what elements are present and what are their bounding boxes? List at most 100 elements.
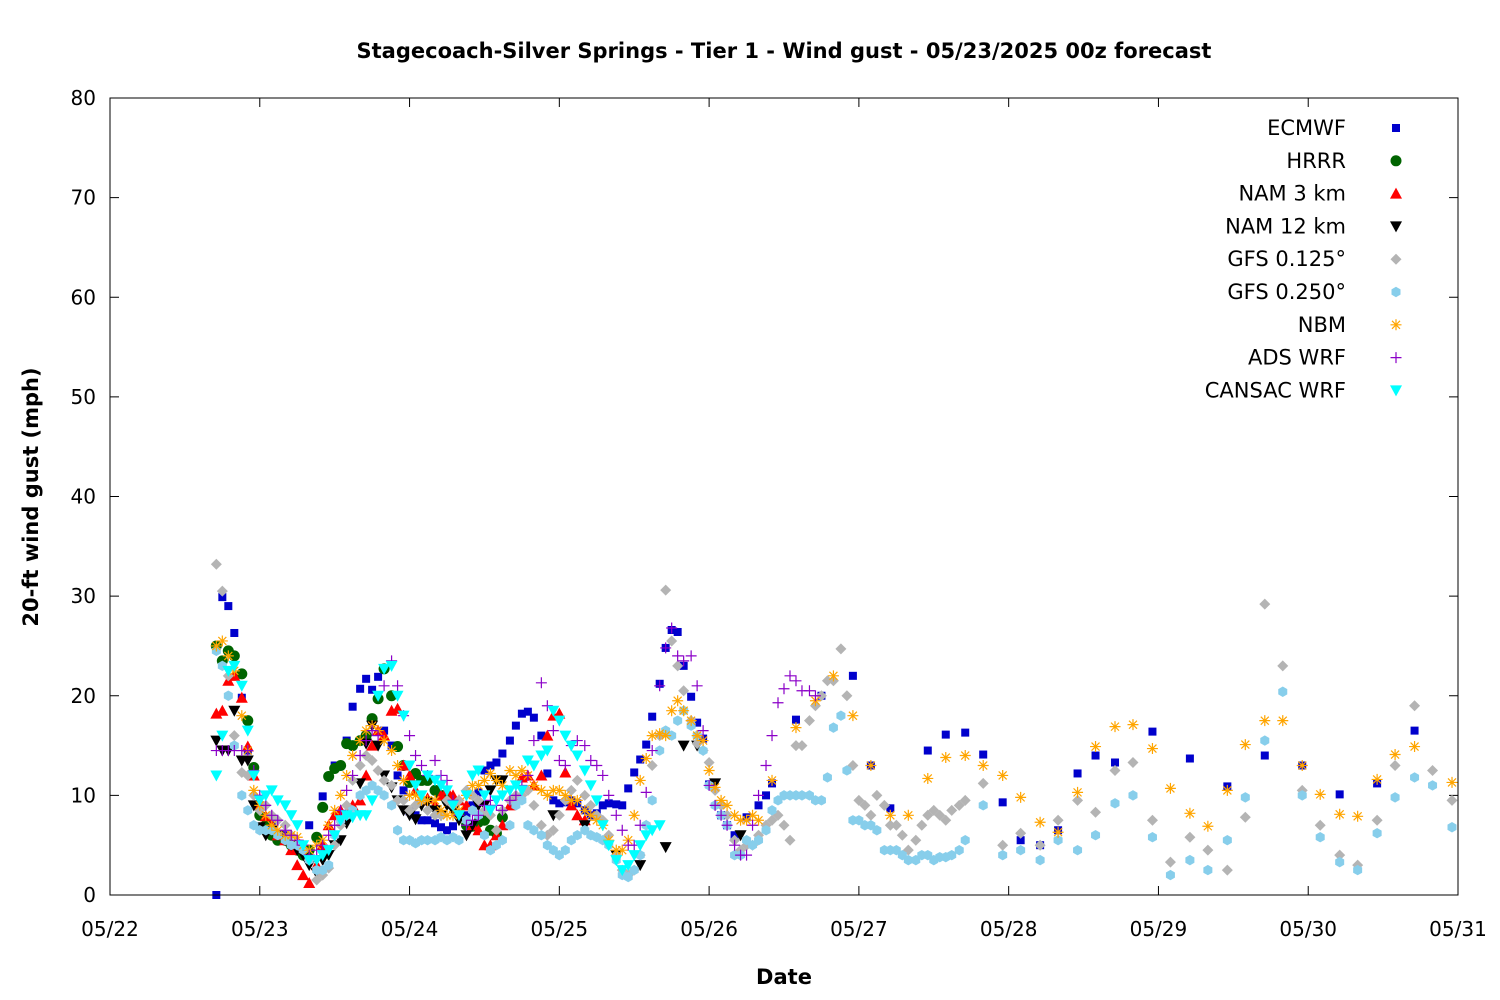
- data-point: [602, 840, 615, 852]
- data-point: [865, 809, 877, 821]
- data-point: [529, 825, 539, 836]
- data-point: [618, 801, 627, 810]
- data-point: [1128, 790, 1138, 801]
- data-point: [341, 784, 353, 796]
- data-point: [446, 800, 459, 812]
- data-point: [379, 790, 389, 801]
- data-point: [387, 800, 397, 811]
- series-7: [210, 622, 821, 861]
- data-point: [998, 849, 1008, 861]
- data-point: [666, 622, 678, 634]
- data-point: [1164, 856, 1176, 868]
- data-point: [672, 660, 684, 672]
- data-point: [1202, 820, 1214, 832]
- data-point: [1110, 798, 1120, 809]
- data-point: [698, 745, 708, 756]
- data-point: [579, 740, 591, 752]
- data-point: [437, 823, 446, 832]
- data-point: [673, 627, 682, 636]
- data-point: [640, 830, 653, 842]
- data-point: [360, 769, 373, 781]
- data-point: [709, 781, 721, 793]
- legend-marker: [1390, 221, 1402, 233]
- data-point: [646, 730, 658, 742]
- data-point: [691, 730, 703, 742]
- data-point: [865, 759, 877, 771]
- data-point: [392, 759, 404, 771]
- data-point: [272, 814, 284, 826]
- legend-label: ECMWF: [1267, 116, 1346, 140]
- x-tick-label: 05/30: [1279, 917, 1337, 941]
- x-axis-title: Date: [756, 965, 812, 989]
- data-point: [836, 710, 846, 721]
- data-point: [1371, 773, 1383, 785]
- data-point: [753, 814, 765, 826]
- data-point: [484, 785, 497, 797]
- data-point: [279, 824, 291, 836]
- data-point: [1034, 839, 1046, 851]
- data-point: [597, 769, 609, 781]
- data-point: [216, 704, 229, 716]
- data-point: [472, 809, 484, 821]
- data-point: [1334, 808, 1346, 820]
- data-point: [709, 799, 721, 811]
- data-point: [429, 794, 441, 806]
- data-point: [653, 820, 666, 832]
- data-point: [241, 725, 254, 737]
- data-point: [828, 722, 838, 733]
- data-point: [610, 855, 623, 867]
- data-point: [360, 725, 372, 737]
- data-point: [634, 860, 647, 872]
- data-point: [624, 784, 633, 793]
- data-point: [341, 769, 353, 781]
- data-point: [559, 789, 571, 801]
- x-tick-label: 05/22: [81, 917, 139, 941]
- data-point: [959, 750, 971, 762]
- data-point: [673, 715, 683, 726]
- axis-ticks: 0 10 20 30 40 50 60 70 80 05/22 05/23 05/24 05/25 05/…: [71, 86, 1487, 941]
- data-point: [496, 790, 509, 802]
- legend-label: NAM 3 km: [1238, 182, 1346, 206]
- data-point: [392, 680, 404, 692]
- data-point: [409, 780, 422, 792]
- data-point: [422, 804, 434, 816]
- data-point: [672, 650, 684, 662]
- data-point: [417, 816, 426, 825]
- data-point: [878, 799, 890, 811]
- data-point: [1297, 790, 1307, 801]
- data-point: [210, 707, 223, 719]
- data-point: [729, 839, 741, 851]
- data-point: [535, 784, 547, 796]
- data-point: [218, 593, 227, 602]
- data-point: [510, 769, 522, 781]
- data-point: [872, 825, 882, 836]
- data-point: [279, 800, 292, 812]
- data-point: [265, 785, 278, 797]
- data-point: [721, 819, 733, 831]
- data-point: [224, 602, 233, 611]
- data-point: [360, 810, 373, 822]
- data-point: [1052, 814, 1064, 826]
- data-point: [784, 834, 796, 846]
- series-5: [211, 645, 1457, 883]
- data-point: [547, 784, 559, 796]
- data-point: [515, 785, 528, 797]
- legend-marker: [1390, 352, 1402, 364]
- legend-marker: [1390, 385, 1402, 397]
- data-point: [1353, 864, 1363, 876]
- data-point: [612, 800, 621, 809]
- data-point: [222, 665, 235, 677]
- data-point: [310, 855, 323, 867]
- data-point: [790, 740, 802, 752]
- data-point: [410, 789, 422, 801]
- data-point: [790, 722, 802, 734]
- data-point: [660, 584, 672, 596]
- data-point: [978, 800, 988, 811]
- data-point: [646, 745, 658, 757]
- data-point: [685, 650, 697, 662]
- legend-item: NAM 12 km: [1225, 214, 1402, 238]
- data-point: [235, 680, 248, 692]
- data-point: [248, 784, 260, 796]
- data-point: [553, 809, 565, 821]
- data-point: [497, 835, 507, 846]
